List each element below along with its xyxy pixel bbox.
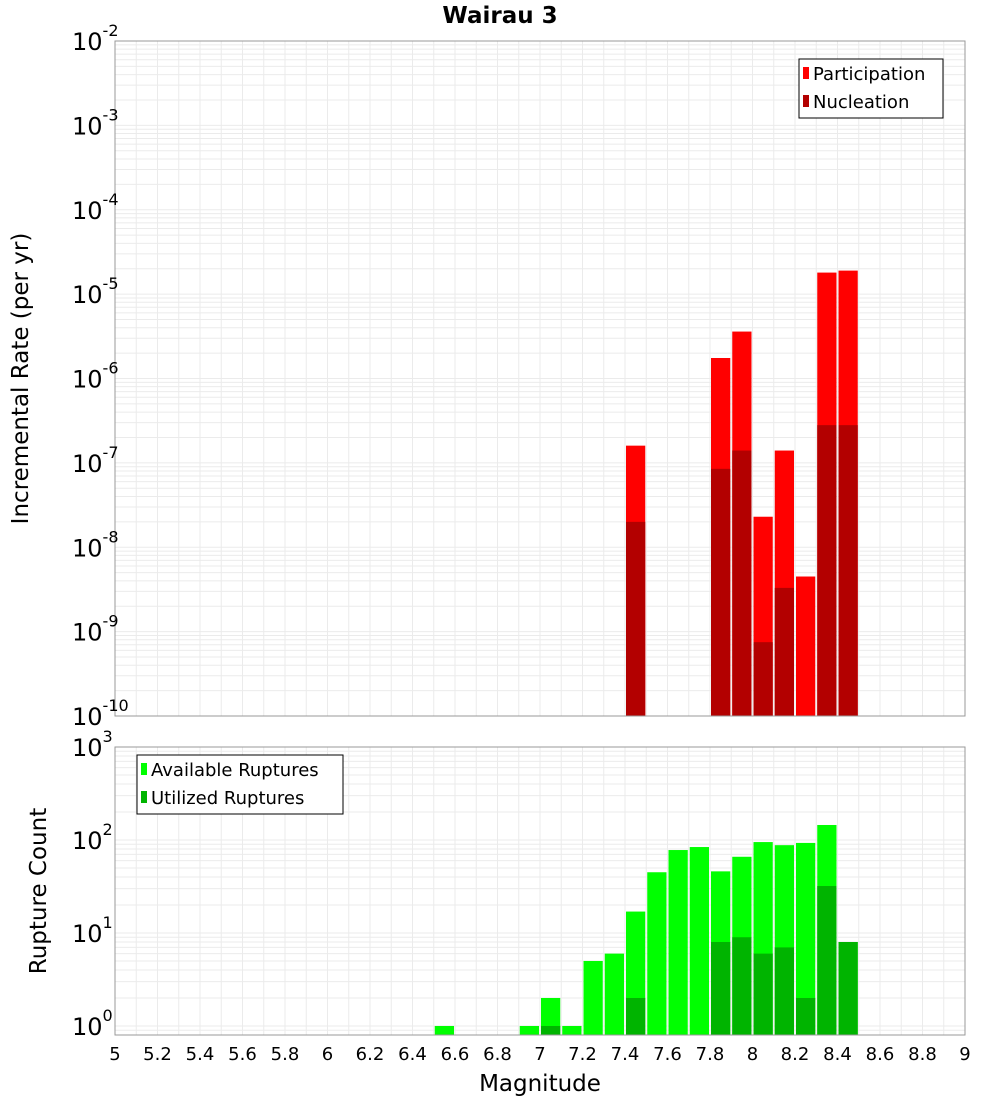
x-tick-label: 9: [959, 1044, 970, 1065]
x-tick-label: 8: [747, 1044, 758, 1065]
bar-available-ruptures: [562, 1025, 582, 1035]
legend-label: Participation: [813, 64, 925, 85]
bar-available-ruptures: [689, 847, 709, 1035]
y-tick-label: 103: [72, 727, 113, 762]
y-tick-label: 101: [72, 913, 113, 948]
legend-box: [136, 754, 344, 815]
bar-nucleation: [732, 450, 752, 716]
x-tick-label: 5: [109, 1044, 120, 1065]
legend-box: [798, 58, 944, 119]
rupture-count-panel: 100 101 102 103 Rupture Count 5 5.2 5.4 5.6 5.8 6 6…: [26, 727, 971, 1097]
bar-available-ruptures: [604, 953, 624, 1035]
bar-utilized-ruptures: [541, 1025, 561, 1035]
bar-utilized-ruptures: [817, 886, 837, 1035]
x-tick-label: 8.2: [781, 1044, 810, 1065]
y-tick-label: 100: [72, 1006, 113, 1041]
x-tick-label: 8.6: [866, 1044, 895, 1065]
bar-nucleation: [838, 425, 858, 716]
x-tick-label: 8.4: [823, 1044, 852, 1065]
x-tick-label: 6.6: [441, 1044, 470, 1065]
x-tick-label: 5.6: [228, 1044, 257, 1065]
legend-swatch: [803, 95, 809, 107]
legend-label: Nucleation: [813, 92, 909, 113]
y-tick-label: 10-6: [72, 359, 119, 394]
y-tick-label: 10-8: [72, 527, 119, 562]
x-tick-label: 6.8: [483, 1044, 512, 1065]
bar-available-ruptures: [519, 1025, 539, 1035]
bar-utilized-ruptures: [753, 953, 773, 1035]
bar-utilized-ruptures: [732, 937, 752, 1035]
legend-swatch: [141, 791, 147, 803]
bar-available-ruptures: [647, 872, 667, 1035]
x-tick-label: 6: [322, 1044, 333, 1065]
x-tick-label: 8.8: [908, 1044, 937, 1065]
bar-available-ruptures: [583, 960, 603, 1035]
x-tick-label: 6.2: [356, 1044, 385, 1065]
x-tick-label: 7.8: [696, 1044, 725, 1065]
y-tick-label: 10-7: [72, 443, 119, 478]
plot-frame: [114, 40, 966, 717]
x-axis-label: Magnitude: [479, 1071, 601, 1097]
chart-title: Wairau 3: [442, 3, 557, 29]
x-tick-label: 7.6: [653, 1044, 682, 1065]
y-tick-label: 10-9: [72, 612, 119, 647]
x-tick-label: 6.4: [398, 1044, 427, 1065]
x-tick-label: 5.2: [143, 1044, 172, 1065]
y-tick-label: 10-5: [72, 274, 119, 309]
bar-available-ruptures: [796, 842, 816, 1035]
incremental-rate-panel: 10-10 10-9 10-8 10-7 10-6 10-5 10-4 10-3 10-2 Inc…: [8, 21, 966, 731]
y-tick-label: 10-4: [72, 190, 119, 225]
bar-available-ruptures: [668, 850, 688, 1035]
x-tick-label: 7: [534, 1044, 545, 1065]
bar-participation: [796, 576, 816, 716]
x-tick-label: 5.8: [271, 1044, 300, 1065]
x-tick-label: 5.4: [186, 1044, 215, 1065]
bar-utilized-ruptures: [626, 997, 646, 1035]
legend-label: Utilized Ruptures: [151, 788, 304, 809]
bar-utilized-ruptures: [838, 942, 858, 1035]
y-axis-label: Incremental Rate (per yr): [8, 233, 34, 525]
legend-swatch: [141, 763, 147, 775]
bar-available-ruptures: [541, 997, 561, 1035]
y-tick-label: 10-10: [72, 696, 129, 731]
y-axis-label: Rupture Count: [26, 808, 52, 974]
legend-label: Available Ruptures: [151, 760, 319, 781]
bar-nucleation: [817, 425, 837, 716]
legend-swatch: [803, 67, 809, 79]
y-tick-label: 10-3: [72, 105, 119, 140]
bar-utilized-ruptures: [796, 997, 816, 1035]
x-tick-label: 7.4: [611, 1044, 640, 1065]
x-tick-label: 7.2: [568, 1044, 597, 1065]
bar-utilized-ruptures: [711, 942, 731, 1035]
y-tick-label: 102: [72, 820, 113, 855]
bar-nucleation: [626, 521, 646, 716]
bar-utilized-ruptures: [774, 947, 794, 1035]
bar-nucleation: [753, 642, 773, 716]
bar-nucleation: [774, 587, 794, 716]
bar-nucleation: [711, 468, 731, 716]
y-tick-label: 10-2: [72, 21, 119, 56]
plot-frame: [114, 746, 966, 1036]
bar-available-ruptures: [434, 1025, 454, 1035]
